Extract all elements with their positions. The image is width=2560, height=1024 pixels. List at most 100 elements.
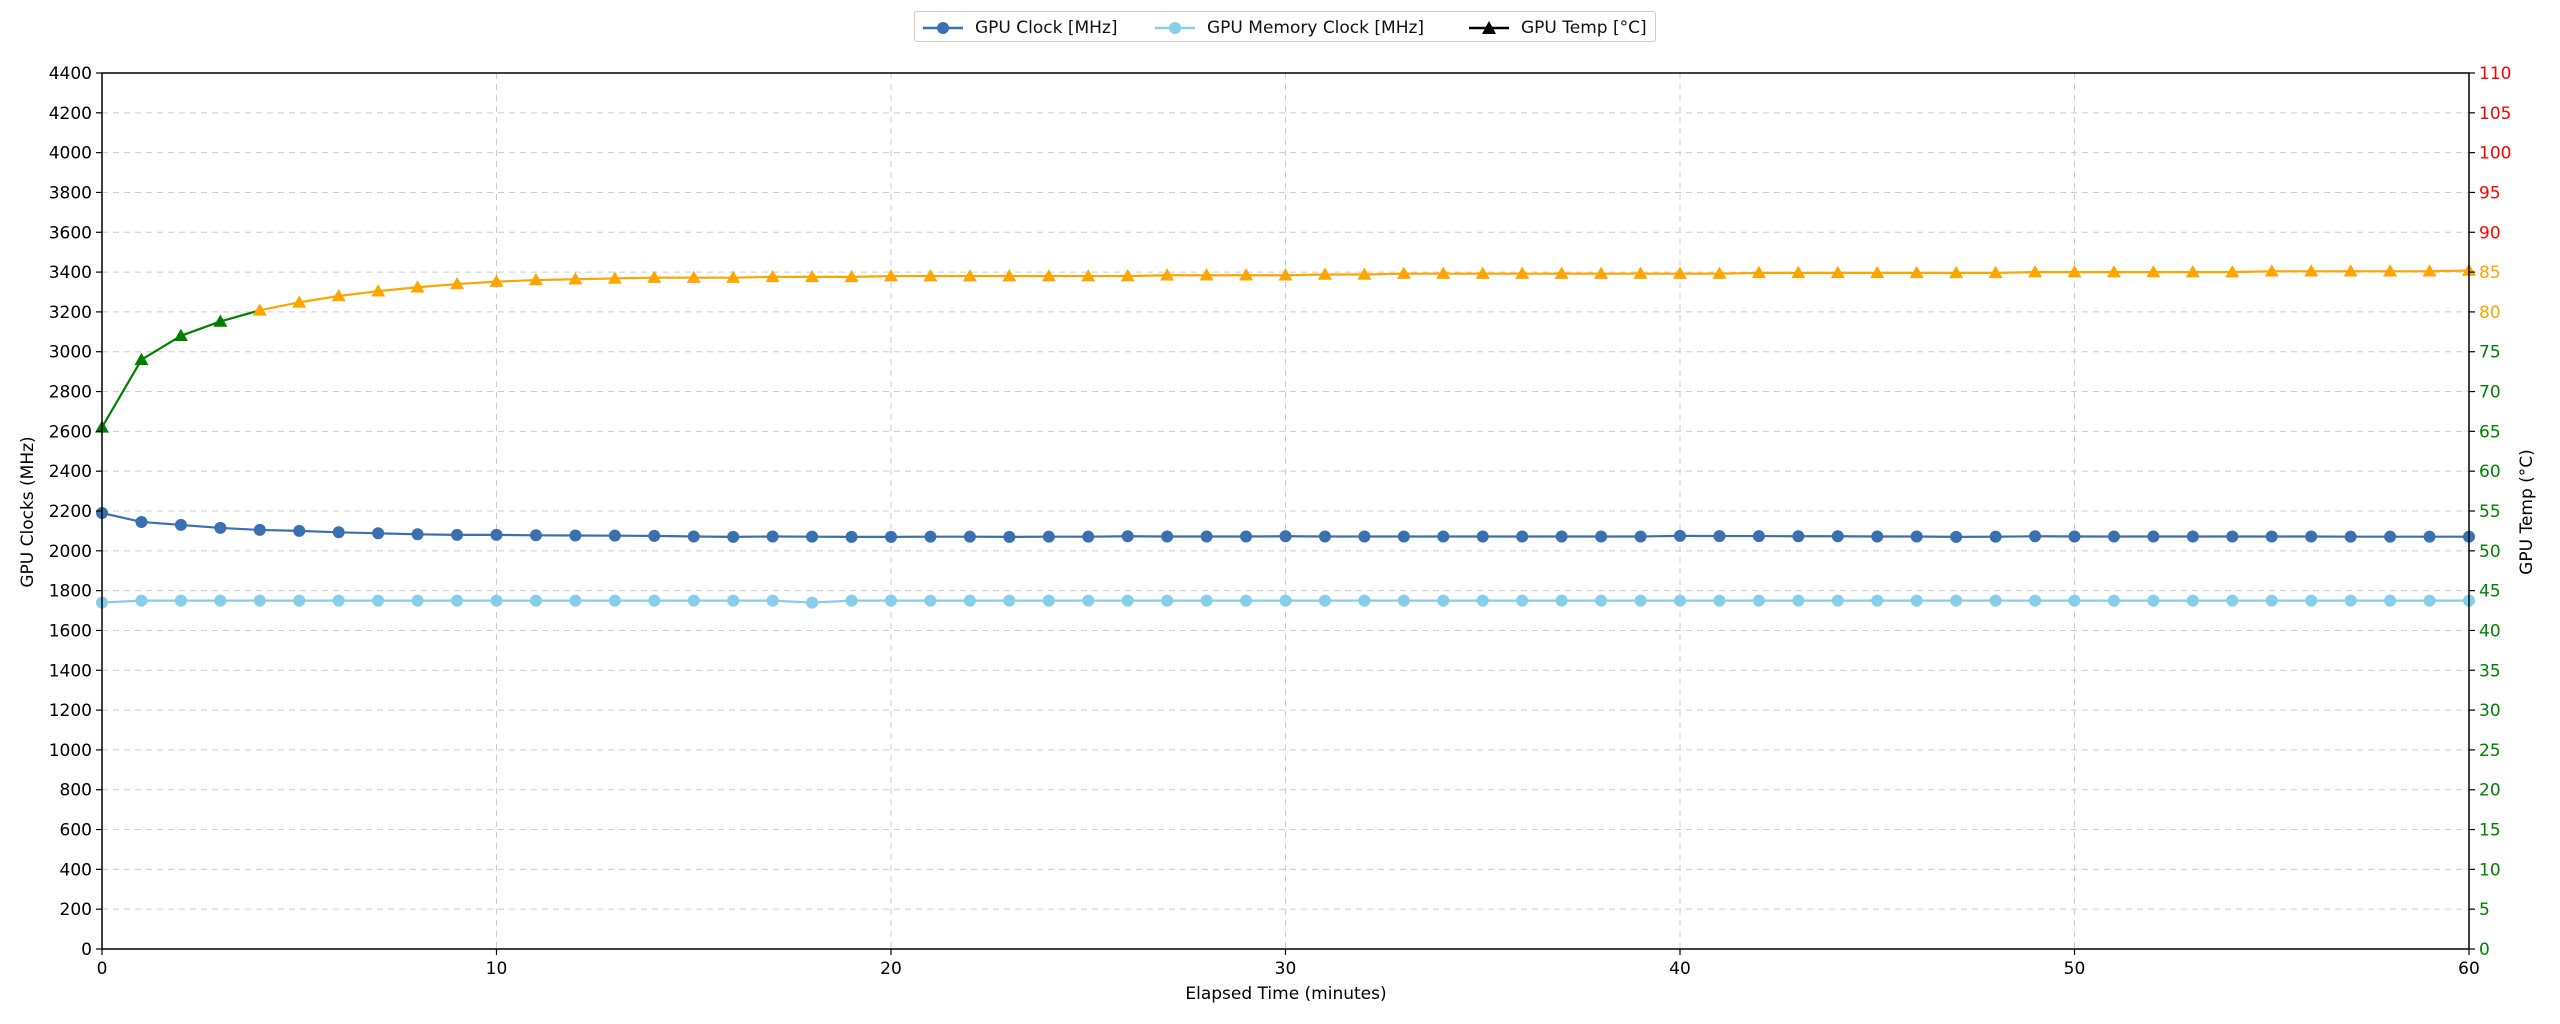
y-left-axis-ticks: 0 200 400 600 800 1000 1200 1400 1600 1800 2000 220… — [49, 64, 102, 960]
y-right-tick-label: 110 — [2479, 64, 2511, 84]
series-1-point — [253, 594, 266, 607]
y-right-tick-label: 65 — [2479, 422, 2501, 442]
series-1-point — [451, 594, 464, 607]
series-1-point — [1042, 594, 1055, 607]
legend-label-gpu-memory-clock: GPU Memory Clock [MHz] — [1207, 17, 1425, 38]
y-right-tick-label: 20 — [2479, 781, 2501, 801]
temp-point — [2106, 265, 2121, 278]
series-1-point — [2226, 594, 2239, 607]
temp-point — [252, 303, 267, 316]
series-0-point — [411, 528, 424, 541]
series-1-point — [1752, 594, 1765, 607]
temp-point — [765, 269, 780, 283]
y-right-tick-label: 50 — [2479, 542, 2501, 562]
temp-point — [2422, 264, 2437, 277]
y-left-tick-label: 1600 — [49, 621, 92, 641]
temp-point — [2343, 264, 2358, 277]
series-1-point — [1437, 594, 1450, 607]
temp-point — [450, 277, 465, 290]
series-0-point — [1279, 530, 1292, 543]
temp-point — [805, 269, 820, 283]
series-0-point — [648, 529, 661, 542]
temp-line-segment — [535, 278, 576, 282]
series-1-point — [2147, 594, 2160, 607]
series-1-point — [1358, 594, 1371, 607]
temp-point — [686, 270, 701, 283]
x-tick-label: 0 — [97, 959, 108, 979]
temp-point — [371, 284, 386, 297]
series-1-point — [135, 594, 148, 607]
temp-point — [2304, 264, 2319, 277]
legend-swatch-gpu-temp — [1469, 20, 1509, 34]
temp-point — [2028, 265, 2043, 278]
series-1-point — [2305, 594, 2318, 607]
temp-line-segment — [299, 294, 339, 304]
series-0-point — [2068, 530, 2081, 543]
series-0-point — [766, 530, 779, 543]
series-1-point — [1121, 594, 1134, 607]
series-0-point — [2186, 530, 2199, 543]
series-1-point — [1161, 594, 1174, 607]
series-0-point — [1713, 530, 1726, 543]
series-0-point — [806, 530, 819, 543]
series-1-point — [2186, 594, 2199, 607]
series-0-point — [490, 528, 503, 541]
temp-point — [1554, 266, 1569, 279]
legend-label-gpu-clock: GPU Clock [MHz] — [975, 17, 1118, 38]
series-1-point — [2344, 594, 2357, 607]
x-axis-ticks: 0 10 20 30 40 50 60 — [97, 949, 2480, 979]
series-0-point — [2226, 530, 2239, 543]
y-right-tick-label: 90 — [2479, 223, 2501, 243]
y-left-tick-label: 4400 — [49, 64, 92, 84]
series-0-point — [253, 523, 266, 536]
temp-point — [1041, 269, 1056, 282]
series-0-point — [372, 527, 385, 540]
y-right-tick-label: 35 — [2479, 661, 2501, 681]
series-1-point — [1003, 594, 1016, 607]
series-1-point — [1792, 594, 1805, 607]
series-1-point — [1279, 594, 1292, 607]
series-1-point — [1674, 594, 1686, 607]
series-1-point — [569, 594, 582, 607]
temp-point — [292, 295, 307, 308]
temp-point — [1673, 266, 1687, 279]
temp-point — [1515, 266, 1530, 279]
temp-point — [1830, 265, 1845, 279]
x-tick-label: 50 — [2064, 959, 2086, 979]
temp-point — [1751, 265, 1766, 279]
series-0-point — [1200, 530, 1213, 543]
temp-point — [2264, 264, 2279, 277]
series-1-point — [2068, 594, 2081, 607]
y-right-tick-label: 25 — [2479, 741, 2501, 761]
temp-point — [331, 288, 346, 302]
series-0-point — [529, 529, 542, 542]
series-0-point — [1003, 530, 1016, 543]
series-0-point — [174, 518, 187, 531]
series-0-point — [1397, 530, 1410, 543]
series-1-point — [293, 594, 306, 607]
temp-point — [1396, 266, 1411, 279]
temp-point — [1278, 268, 1293, 281]
series-0-point — [1240, 530, 1253, 543]
y-left-tick-label: 1400 — [49, 661, 92, 681]
y-right-tick-label: 75 — [2479, 343, 2501, 363]
series-1-point — [174, 594, 187, 607]
temp-point — [844, 269, 859, 283]
temp-line-segment — [456, 280, 497, 286]
series-1-point — [806, 596, 819, 609]
y-left-tick-label: 1000 — [49, 741, 92, 761]
series-1-point — [1397, 594, 1410, 607]
series-1-point — [372, 594, 385, 607]
temp-point — [1594, 266, 1609, 279]
series-1-point — [1831, 594, 1844, 607]
temp-line-segment — [101, 359, 143, 428]
temp-point — [1791, 265, 1806, 279]
temp-point — [1081, 269, 1096, 282]
y-left-tick-label: 4000 — [49, 144, 92, 164]
temp-point — [134, 352, 149, 365]
temp-point — [923, 269, 938, 282]
series-1-point — [2384, 594, 2397, 607]
temp-point — [1317, 267, 1332, 280]
temp-point — [1712, 266, 1727, 279]
y-left-tick-label: 0 — [81, 940, 92, 960]
